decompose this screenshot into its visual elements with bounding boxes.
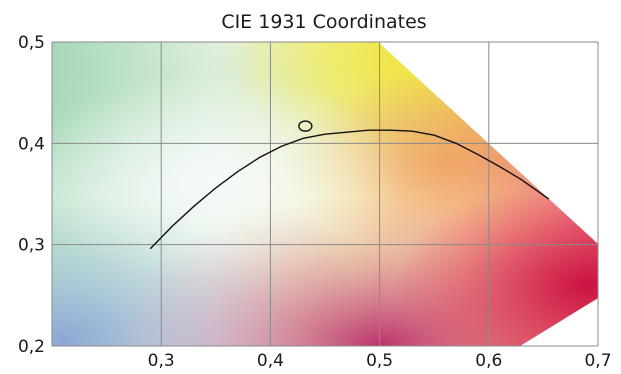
series — [149, 129, 550, 250]
x-tick-label: 0,3 — [148, 351, 175, 371]
series-line — [149, 129, 550, 250]
x-axis-ticks: 0,3 0,4 0,5 0,6 0,7 — [148, 351, 612, 371]
y-tick-label: 0,2 — [18, 337, 45, 357]
y-tick-label: 0,5 — [18, 33, 45, 53]
points — [298, 120, 313, 132]
x-tick-label: 0,4 — [257, 351, 284, 371]
y-tick-label: 0,3 — [18, 236, 45, 256]
grid — [51, 41, 599, 347]
x-tick-label: 0,6 — [475, 351, 502, 371]
y-axis-ticks: 0,2 0,3 0,4 0,5 — [18, 33, 45, 357]
y-tick-label: 0,4 — [18, 134, 45, 154]
chart-title: CIE 1931 Coordinates — [221, 11, 426, 33]
chromaticity-background — [52, 42, 598, 346]
x-tick-label: 0,7 — [584, 351, 611, 371]
x-tick-label: 0,5 — [366, 351, 393, 371]
point-marker — [298, 120, 313, 132]
